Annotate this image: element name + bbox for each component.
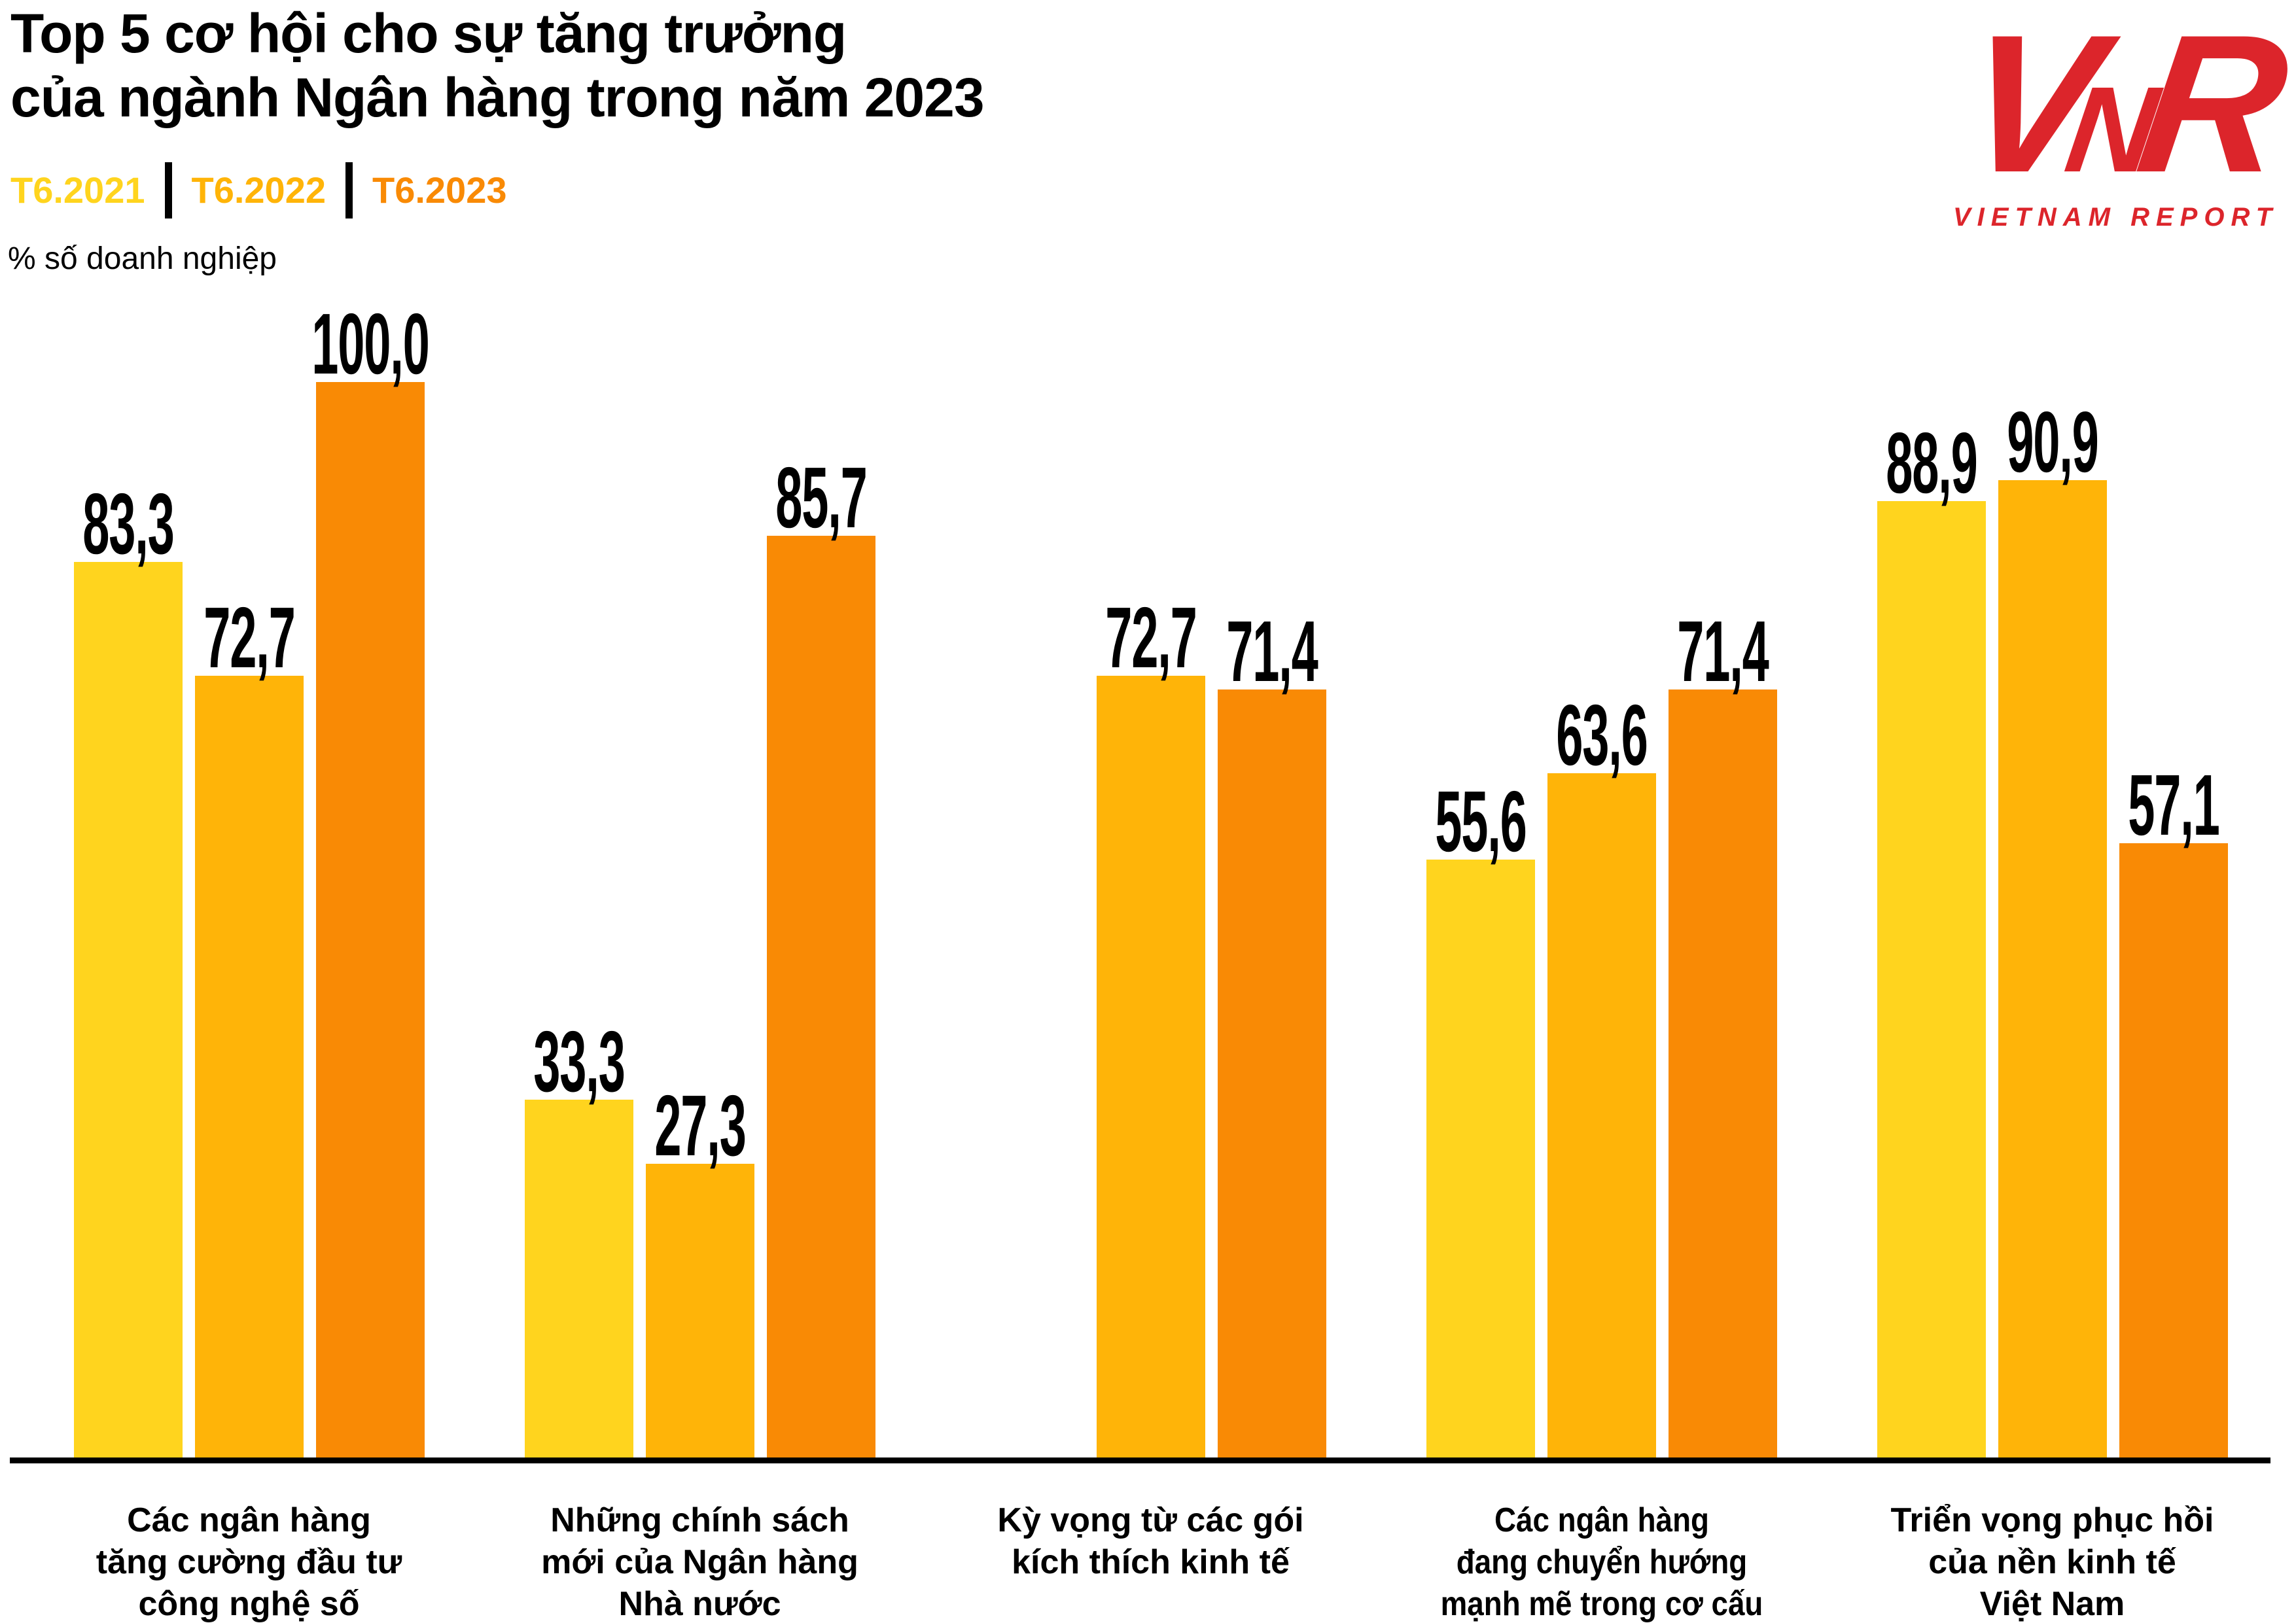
bar-T6.2022-group4 xyxy=(1547,773,1656,1457)
bar-T6.2022-group3 xyxy=(1097,676,1205,1457)
legend-separator xyxy=(164,162,172,218)
vnr-logo: VNR VIETNAM REPORT xyxy=(1951,0,2296,232)
bar-T6.2021-group5 xyxy=(1877,501,1986,1457)
legend-item-t6-2022: T6.2022 xyxy=(191,169,327,211)
vnr-logo-text: VIETNAM REPORT xyxy=(1953,203,2279,232)
page-title: Top 5 cơ hội cho sự tăng trưởng của ngàn… xyxy=(10,3,985,129)
legend-item-t6-2023: T6.2023 xyxy=(372,169,507,211)
category-label-group5: Triển vọng phục hồi của nền kinh tế Việt… xyxy=(1890,1501,2214,1623)
bar-value-label: 85,7 xyxy=(775,449,868,546)
bar-T6.2022-group5 xyxy=(1998,480,2107,1457)
category-label-group4: Các ngân hàng đang chuyển hướng mạnh mẽ … xyxy=(1440,1501,1763,1623)
bar-value-label: 72,7 xyxy=(1105,589,1197,686)
bar-value-label: 55,6 xyxy=(1435,773,1527,869)
x-axis-line xyxy=(10,1457,2270,1463)
bar-T6.2023-group2 xyxy=(767,536,875,1457)
bar-T6.2022-group2 xyxy=(646,1164,754,1457)
bar-value-label: 71,4 xyxy=(1677,603,1769,699)
legend-item-t6-2021: T6.2021 xyxy=(10,169,145,211)
bar-value-label: 72,7 xyxy=(203,589,296,686)
category-label-group1: Các ngân hàng tăng cường đầu tư công ngh… xyxy=(96,1501,402,1623)
bar-T6.2021-group2 xyxy=(525,1100,633,1457)
bar-T6.2021-group1 xyxy=(74,562,183,1457)
bar-value-label: 71,4 xyxy=(1226,603,1318,699)
chart-legend: T6.2021 T6.2022 T6.2023 xyxy=(10,162,507,218)
bar-value-label: 27,3 xyxy=(654,1077,747,1174)
bar-value-label: 63,6 xyxy=(1556,687,1648,783)
bar-value-label: 33,3 xyxy=(533,1013,626,1109)
bar-T6.2023-group4 xyxy=(1669,689,1777,1457)
category-label-group2: Những chính sách mới của Ngân hàng Nhà n… xyxy=(541,1501,858,1623)
bar-value-label: 83,3 xyxy=(82,476,175,572)
category-label-group3: Kỳ vọng từ các gói kích thích kinh tế xyxy=(997,1501,1304,1581)
legend-separator xyxy=(345,162,353,218)
bar-T6.2021-group4 xyxy=(1426,860,1535,1457)
unit-label: % số doanh nghiệp xyxy=(8,241,277,276)
bar-value-label: 90,9 xyxy=(2007,394,2099,490)
bar-T6.2023-group5 xyxy=(2119,843,2228,1457)
bar-value-label: 57,1 xyxy=(2128,757,2220,853)
bar-value-label: 88,9 xyxy=(1886,415,1978,511)
bar-T6.2023-group3 xyxy=(1218,689,1326,1457)
bar-T6.2022-group1 xyxy=(195,676,304,1457)
bar-value-label: 100,0 xyxy=(311,296,430,392)
bar-T6.2023-group1 xyxy=(316,382,425,1457)
